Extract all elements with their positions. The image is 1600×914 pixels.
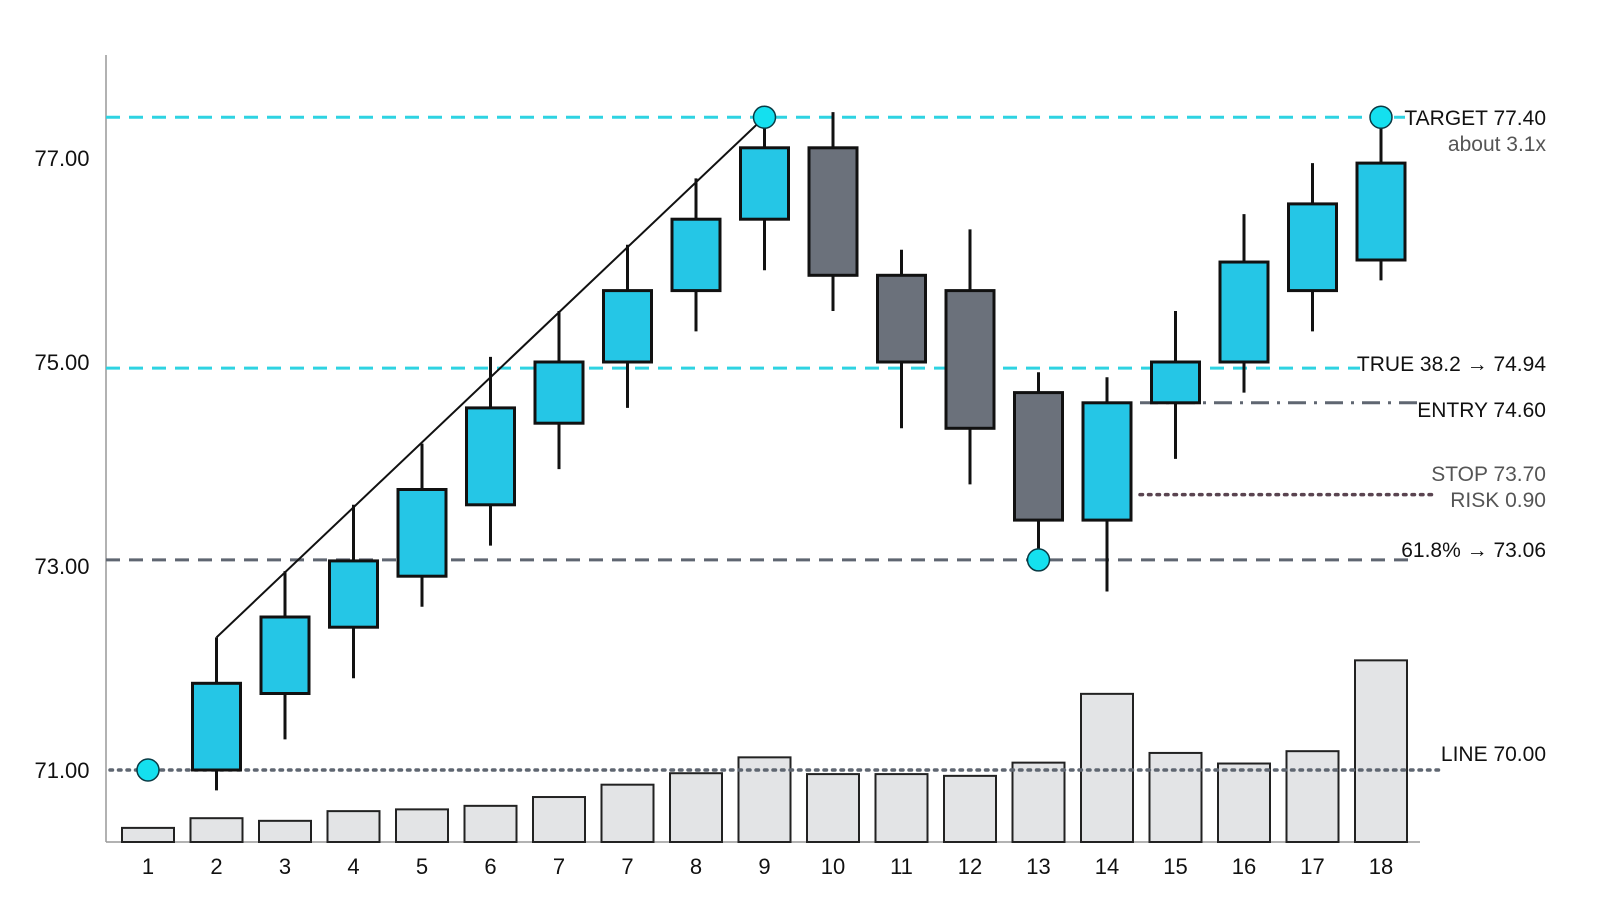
x-tick-label-1: 1 bbox=[142, 854, 154, 879]
x-tick-label-9: 8 bbox=[690, 854, 702, 879]
candle-body-12 bbox=[876, 273, 927, 364]
pivot-marker-4 bbox=[1369, 105, 1393, 129]
volume-bar-15 bbox=[1080, 692, 1134, 844]
x-tick-label-17: 16 bbox=[1232, 854, 1256, 879]
level-label-stop-1: STOP 73.70 bbox=[1431, 463, 1546, 486]
volume-bar-11 bbox=[806, 773, 860, 843]
pivot-marker-2 bbox=[752, 105, 777, 129]
volume-bar-4 bbox=[326, 810, 381, 843]
y-tick-label-75.00: 75.00 bbox=[34, 350, 89, 375]
y-tick-label-71.00: 71.00 bbox=[34, 758, 89, 783]
x-tick-label-2: 2 bbox=[210, 854, 222, 879]
y-tick-label-73.00: 73.00 bbox=[34, 554, 89, 579]
candle-body-14 bbox=[1013, 391, 1064, 522]
volume-bar-17 bbox=[1217, 762, 1271, 844]
level-label-line70-1: LINE 70.00 bbox=[1441, 743, 1546, 766]
candle-body-18 bbox=[1287, 202, 1338, 293]
x-tick-label-11: 10 bbox=[821, 854, 845, 879]
x-tick-label-5: 5 bbox=[416, 854, 428, 879]
x-tick-label-14: 13 bbox=[1026, 854, 1050, 879]
x-tick-label-10: 9 bbox=[758, 854, 770, 879]
volume-bar-16 bbox=[1148, 751, 1203, 843]
x-tick-label-16: 15 bbox=[1163, 854, 1187, 879]
level-label-stop-2: RISK 0.90 bbox=[1450, 489, 1546, 512]
volume-bar-14 bbox=[1011, 761, 1066, 843]
volume-bar-2 bbox=[189, 817, 244, 844]
level-label-entry-1: ENTRY 74.60 bbox=[1417, 399, 1546, 422]
x-tick-label-7: 7 bbox=[553, 854, 565, 879]
level-label-target-2: about 3.1x bbox=[1448, 133, 1547, 156]
candle-body-6 bbox=[465, 406, 516, 507]
x-tick-label-18: 17 bbox=[1300, 854, 1324, 879]
x-tick-label-13: 12 bbox=[958, 854, 982, 879]
candle-body-5 bbox=[396, 488, 448, 578]
candle-body-16 bbox=[1150, 360, 1201, 405]
candle-body-11 bbox=[807, 146, 859, 277]
x-tick-label-15: 14 bbox=[1095, 854, 1119, 879]
volume-bar-3 bbox=[258, 819, 312, 844]
y-tick-label-77.00: 77.00 bbox=[34, 146, 89, 171]
candle-body-13 bbox=[944, 289, 996, 430]
candle-body-2 bbox=[191, 681, 242, 772]
x-tick-label-6: 6 bbox=[484, 854, 496, 879]
candle-body-8 bbox=[602, 289, 653, 364]
x-tick-label-19: 18 bbox=[1369, 854, 1393, 879]
volume-bar-8 bbox=[600, 783, 655, 844]
x-tick-label-12: 11 bbox=[890, 854, 913, 879]
volume-bar-9 bbox=[669, 772, 723, 844]
level-label-target-1: TARGET 77.40 bbox=[1404, 107, 1546, 130]
candle-body-3 bbox=[259, 615, 311, 695]
candle-body-4 bbox=[328, 559, 379, 629]
volume-bar-12 bbox=[874, 773, 929, 843]
candle-body-9 bbox=[670, 217, 722, 293]
candle-body-7 bbox=[533, 360, 585, 425]
x-tick-label-3: 3 bbox=[279, 854, 291, 879]
volume-bar-7 bbox=[532, 796, 586, 844]
volume-bar-5 bbox=[395, 808, 449, 844]
volume-bar-1 bbox=[121, 826, 175, 844]
candle-body-17 bbox=[1218, 260, 1270, 364]
x-tick-label-4: 4 bbox=[347, 854, 359, 879]
level-label-fib618-1: 61.8% → 73.06 bbox=[1401, 539, 1546, 562]
volume-bar-19 bbox=[1354, 659, 1408, 843]
x-tick-label-8: 7 bbox=[621, 854, 633, 879]
pivot-marker-1 bbox=[136, 758, 160, 782]
candle-body-19 bbox=[1355, 161, 1407, 262]
volume-bar-13 bbox=[943, 774, 997, 844]
level-label-true382-1: TRUE 38.2 → 74.94 bbox=[1357, 353, 1546, 376]
candle-body-10 bbox=[739, 146, 790, 221]
pivot-marker-3 bbox=[1026, 548, 1051, 572]
candle-body-15 bbox=[1081, 401, 1133, 522]
volume-bar-18 bbox=[1285, 750, 1340, 843]
volume-bar-6 bbox=[463, 804, 518, 844]
